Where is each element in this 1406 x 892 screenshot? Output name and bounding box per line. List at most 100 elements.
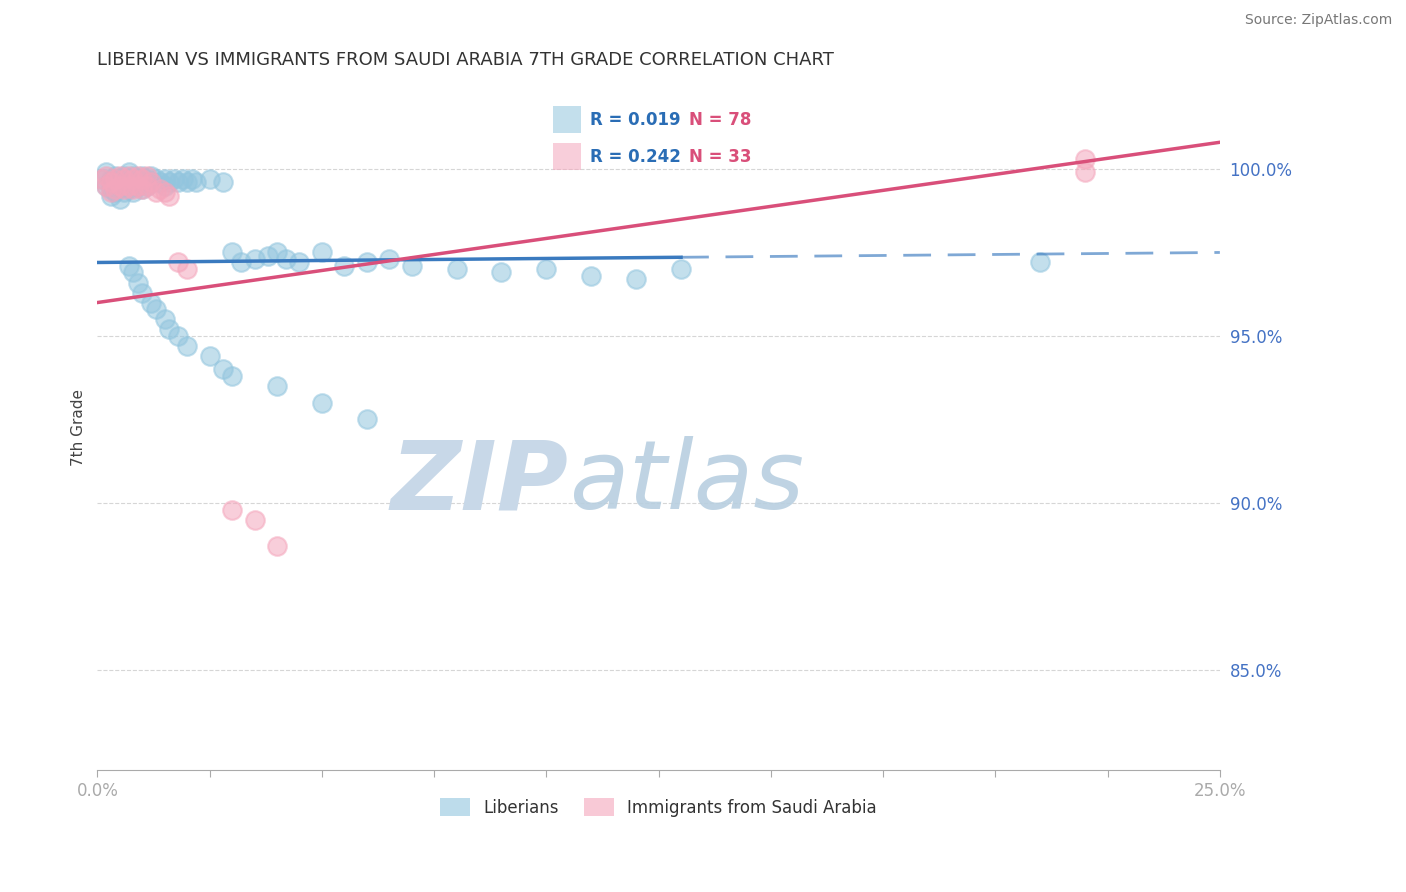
Point [135, 172, 157, 186]
Point [221, 245, 243, 260]
Text: ZIP: ZIP [391, 436, 569, 529]
Point [127, 276, 149, 290]
Point [112, 175, 135, 189]
Point [118, 259, 141, 273]
Point [131, 175, 153, 189]
Legend: Liberians, Immigrants from Saudi Arabia: Liberians, Immigrants from Saudi Arabia [433, 792, 883, 823]
Point [108, 169, 131, 183]
Point [401, 259, 423, 273]
Point [153, 172, 176, 186]
Point [90, 172, 112, 186]
Point [536, 262, 558, 277]
Point [135, 169, 157, 183]
Point [112, 169, 135, 183]
Point [176, 339, 198, 353]
Point [221, 369, 243, 384]
Point [1029, 255, 1052, 269]
Point [127, 172, 149, 186]
Point [243, 252, 266, 267]
Point [100, 172, 122, 186]
Point [149, 182, 172, 196]
Point [198, 349, 221, 363]
Point [108, 172, 131, 186]
Text: Source: ZipAtlas.com: Source: ZipAtlas.com [1244, 13, 1392, 28]
Point [157, 188, 180, 202]
Point [122, 186, 145, 200]
Point [131, 172, 153, 186]
Point [104, 172, 127, 186]
Point [311, 395, 333, 409]
Point [127, 178, 149, 193]
Point [100, 175, 122, 189]
Point [112, 172, 135, 186]
Point [581, 268, 603, 283]
Point [131, 182, 153, 196]
Point [333, 259, 356, 273]
Point [100, 188, 122, 202]
Point [184, 175, 207, 189]
Point [491, 265, 513, 279]
Point [145, 172, 167, 186]
Point [141, 295, 163, 310]
Point [356, 412, 378, 426]
Point [153, 312, 176, 326]
Point [288, 255, 311, 269]
Point [108, 178, 131, 193]
Point [356, 255, 378, 269]
Point [135, 178, 157, 193]
Point [112, 182, 135, 196]
Point [108, 178, 131, 193]
Point [266, 379, 288, 393]
Point [112, 186, 135, 200]
Point [118, 172, 141, 186]
Point [127, 178, 149, 193]
Point [153, 186, 176, 200]
Point [108, 192, 131, 206]
Point [167, 175, 190, 189]
Point [127, 169, 149, 183]
Point [118, 178, 141, 193]
Point [145, 186, 167, 200]
Text: atlas: atlas [569, 436, 804, 529]
Point [257, 249, 280, 263]
Point [243, 512, 266, 526]
Y-axis label: 7th Grade: 7th Grade [72, 389, 86, 467]
Point [172, 172, 194, 186]
Point [167, 329, 190, 343]
Point [122, 175, 145, 189]
Point [131, 285, 153, 300]
Point [1074, 165, 1097, 179]
Point [100, 186, 122, 200]
Point [163, 172, 186, 186]
Point [122, 172, 145, 186]
Point [100, 182, 122, 196]
Point [118, 182, 141, 196]
Text: LIBERIAN VS IMMIGRANTS FROM SAUDI ARABIA 7TH GRADE CORRELATION CHART: LIBERIAN VS IMMIGRANTS FROM SAUDI ARABIA… [97, 51, 834, 69]
Point [90, 172, 112, 186]
Point [176, 175, 198, 189]
Point [153, 178, 176, 193]
Point [141, 169, 163, 183]
Point [104, 182, 127, 196]
Point [157, 175, 180, 189]
Point [131, 169, 153, 183]
Point [669, 262, 692, 277]
Point [122, 169, 145, 183]
Point [266, 539, 288, 553]
Point [122, 182, 145, 196]
Point [96, 169, 118, 183]
Point [176, 262, 198, 277]
Point [131, 182, 153, 196]
Point [167, 255, 190, 269]
Point [229, 255, 252, 269]
Point [96, 165, 118, 179]
Point [212, 175, 235, 189]
Point [104, 169, 127, 183]
Point [221, 502, 243, 516]
Point [198, 172, 221, 186]
Point [266, 245, 288, 260]
Point [624, 272, 647, 286]
Point [157, 322, 180, 336]
Point [96, 178, 118, 193]
Point [141, 175, 163, 189]
